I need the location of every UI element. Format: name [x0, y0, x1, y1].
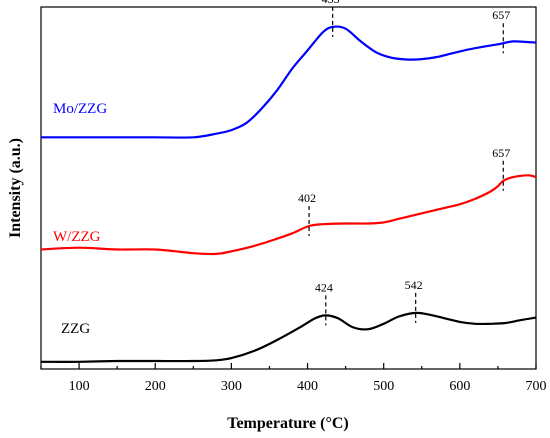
peak-label: 424 — [315, 280, 333, 294]
x-tick-label: 600 — [449, 379, 470, 394]
plot-frame — [40, 6, 537, 370]
peak-annotations: 433 657 402 657 424 542 — [298, 0, 510, 326]
peak-label: 542 — [405, 278, 423, 292]
series-label: ZZG — [61, 321, 90, 337]
x-tick-label: 200 — [145, 379, 166, 394]
x-tick-label: 500 — [373, 379, 394, 394]
series-line-mo-zzg — [41, 25, 537, 139]
series-line-w-zzg — [40, 174, 537, 256]
x-axis-ticks: 100 200 300 400 500 600 700 — [40, 363, 547, 394]
series-label: Mo/ZZG — [53, 101, 107, 117]
peak-label: 402 — [298, 191, 316, 205]
x-tick-label: 400 — [297, 379, 318, 394]
y-axis-label: Intensity (a.u.) — [7, 138, 24, 238]
series-label: W/ZZG — [53, 229, 101, 245]
series-curves — [40, 25, 537, 363]
peak-label: 657 — [492, 8, 510, 22]
peak-label: 657 — [492, 146, 510, 160]
x-tick-label: 300 — [221, 379, 242, 394]
x-tick-label: 700 — [526, 379, 547, 394]
x-axis-label: Temperature (°C) — [227, 415, 348, 432]
series-labels: Mo/ZZG W/ZZG ZZG — [53, 101, 107, 337]
peak-label: 433 — [322, 0, 340, 6]
x-tick-label: 100 — [69, 379, 90, 394]
series-line-zzg — [40, 311, 537, 363]
